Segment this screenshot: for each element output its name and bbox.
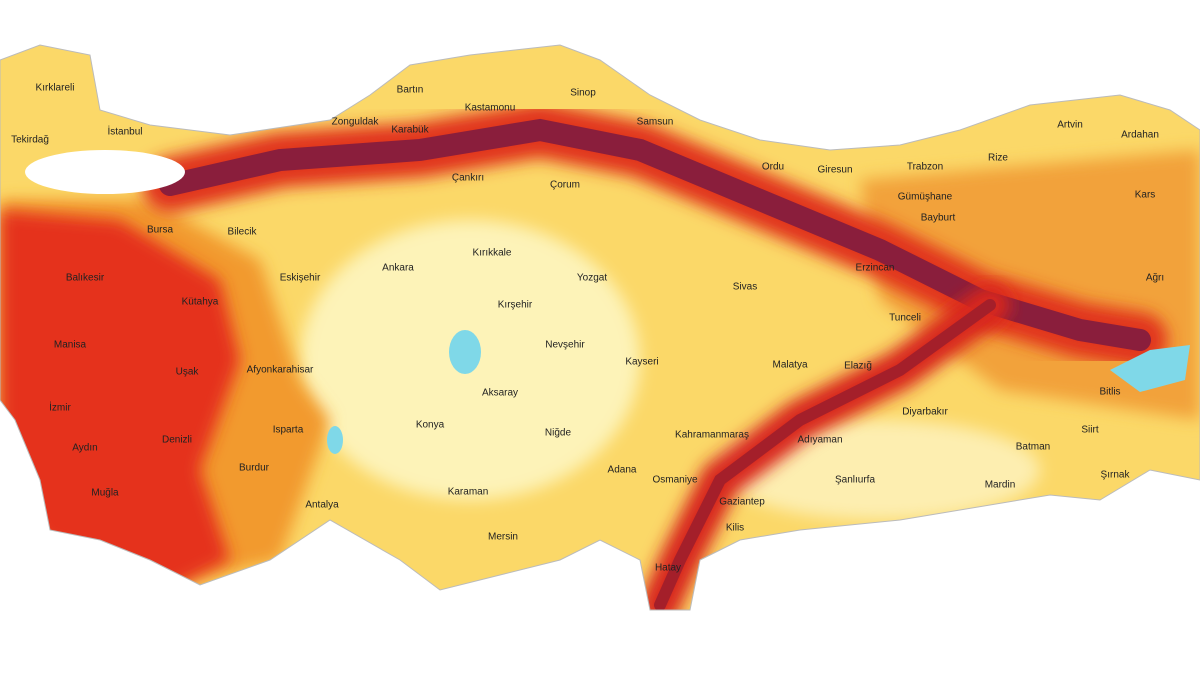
province-label: Mardin <box>985 480 1016 491</box>
province-label: Muğla <box>91 488 119 499</box>
province-label: Zonguldak <box>332 117 380 128</box>
province-label: Adıyaman <box>797 435 842 446</box>
province-label: İstanbul <box>107 125 142 138</box>
province-label: Adana <box>608 465 637 476</box>
fault-core <box>654 299 996 610</box>
province-label: İzmir <box>49 401 71 414</box>
province-label: Gümüşhane <box>898 192 953 203</box>
province-label: Osmaniye <box>652 475 697 486</box>
province-label: Antalya <box>305 500 339 511</box>
province-label: Kırklareli <box>36 83 75 94</box>
province-label: Trabzon <box>907 162 943 173</box>
province-label: Konya <box>416 420 445 431</box>
high-zone <box>0 210 240 590</box>
border <box>0 44 1200 611</box>
province-label: Tunceli <box>889 313 921 324</box>
province-label: Niğde <box>545 428 572 439</box>
province-label: Burdur <box>239 463 270 474</box>
province-label: Kırşehir <box>498 300 533 311</box>
province-labels: Kırklareli Tekirdağ İstanbul Bartın Kastamon… <box>11 83 1164 574</box>
province-label: Aksaray <box>482 388 518 399</box>
province-label: Ağrı <box>1146 273 1164 284</box>
province-label: Diyarbakır <box>902 407 948 418</box>
province-label: Uşak <box>176 367 200 378</box>
province-label: Bursa <box>147 225 174 236</box>
province-label: Hatay <box>655 563 681 574</box>
province-label: Manisa <box>54 340 87 351</box>
province-label: Artvin <box>1057 120 1083 131</box>
province-label: Balıkesir <box>66 273 105 284</box>
province-label: Erzincan <box>856 263 895 274</box>
fault-core <box>159 118 1151 351</box>
lake-tuz <box>449 330 481 374</box>
province-label: Batman <box>1016 442 1050 453</box>
province-label: Şanlıurfa <box>835 475 875 486</box>
province-label: Kilis <box>726 523 744 534</box>
province-label: Çankırı <box>452 173 484 184</box>
province-label: Giresun <box>817 165 852 176</box>
province-label: Kırıkkale <box>473 248 512 259</box>
province-label: Nevşehir <box>545 340 585 351</box>
province-label: Bayburt <box>921 213 956 224</box>
province-label: Bilecik <box>228 227 258 238</box>
province-label: Samsun <box>637 117 674 128</box>
province-label: Ankara <box>382 263 414 274</box>
province-label: Eskişehir <box>280 273 321 284</box>
province-label: Afyonkarahisar <box>247 365 314 376</box>
province-label: Aydın <box>72 443 97 454</box>
province-label: Elazığ <box>844 361 872 372</box>
province-label: Karaman <box>448 487 489 498</box>
province-label: Mersin <box>488 532 518 543</box>
lake-van <box>1110 345 1190 392</box>
province-label: Ardahan <box>1121 130 1159 141</box>
province-label: Çorum <box>550 180 580 191</box>
province-label: Bitlis <box>1099 387 1120 398</box>
province-label: Denizli <box>162 435 192 446</box>
province-label: Kütahya <box>182 297 219 308</box>
province-label: Şırnak <box>1101 470 1131 481</box>
province-label: Malatya <box>772 360 807 371</box>
province-label: Kayseri <box>625 357 658 368</box>
province-label: Sinop <box>570 88 596 99</box>
province-label: Kahramanmaraş <box>675 430 749 441</box>
province-label: Kars <box>1135 190 1156 201</box>
marmara-sea <box>25 150 185 194</box>
province-label: Isparta <box>273 425 304 436</box>
province-label: Gaziantep <box>719 497 765 508</box>
province-label: Bartın <box>397 85 424 96</box>
province-label: Tekirdağ <box>11 135 49 146</box>
province-label: Yozgat <box>577 273 607 284</box>
province-label: Sivas <box>733 282 757 293</box>
province-label: Kastamonu <box>465 103 516 114</box>
province-label: Ordu <box>762 162 784 173</box>
province-label: Karabük <box>391 125 429 136</box>
province-label: Siirt <box>1081 425 1098 436</box>
province-label: Rize <box>988 153 1008 164</box>
lake <box>327 426 343 454</box>
